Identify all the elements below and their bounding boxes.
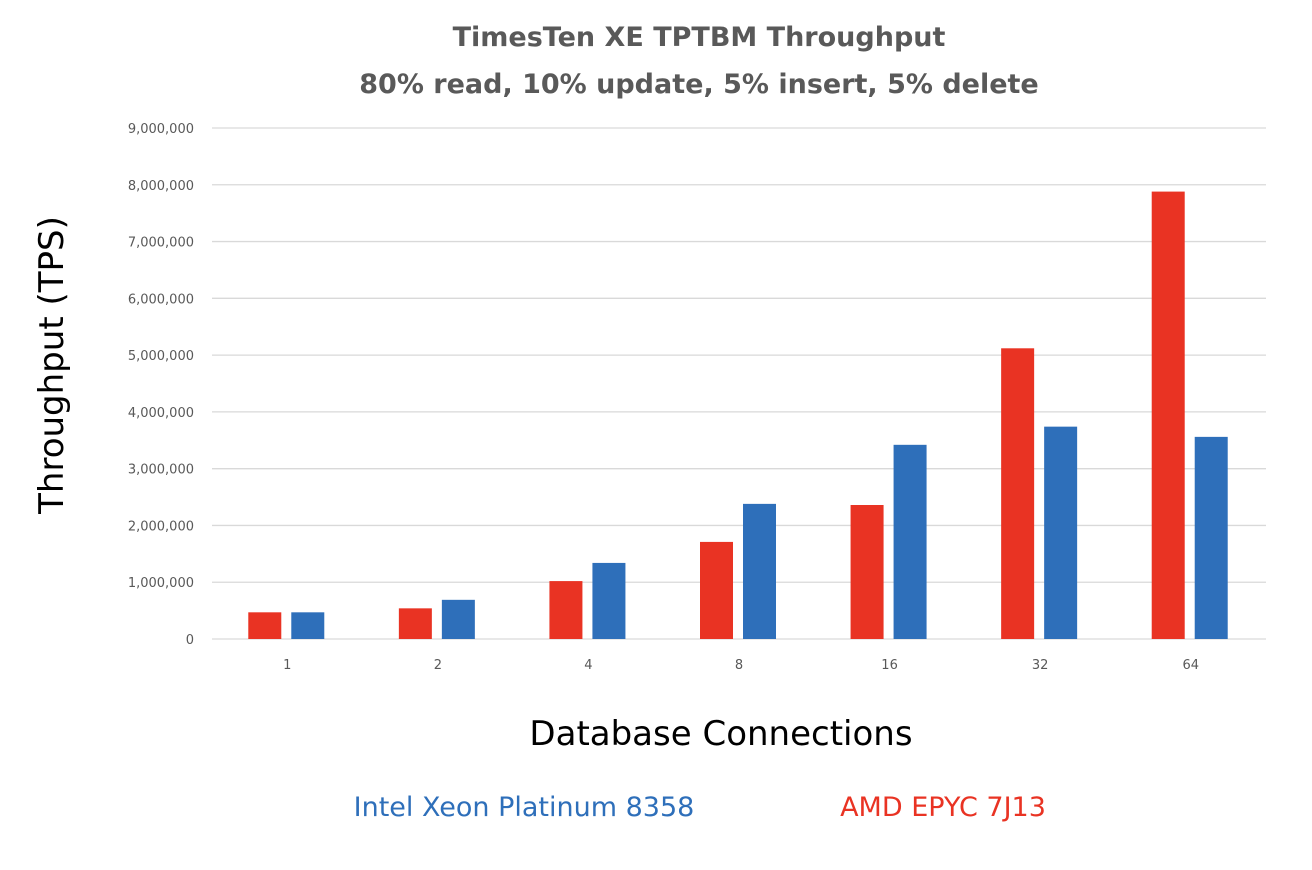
bar-amd-2	[398, 608, 432, 639]
y-tick-label: 9,000,000	[128, 122, 194, 137]
y-tick-label: 5,000,000	[128, 349, 194, 364]
bar-intel-4	[592, 562, 626, 639]
x-tick-label: 4	[584, 658, 592, 673]
y-tick-label: 0	[186, 633, 194, 648]
x-tick-label: 1	[283, 658, 291, 673]
x-tick-label: 2	[434, 658, 442, 673]
x-axis-label: Database Connections	[529, 714, 912, 754]
x-tick-label: 8	[735, 658, 743, 673]
y-axis-label: Throughput (TPS)	[32, 216, 72, 515]
y-tick-label: 2,000,000	[128, 519, 194, 534]
legend-entry: Intel Xeon Platinum 8358	[354, 792, 695, 823]
x-tick-label: 32	[1032, 658, 1049, 673]
chart-subtitle: 80% read, 10% update, 5% insert, 5% dele…	[359, 69, 1039, 100]
bar-intel-64	[1194, 436, 1228, 639]
y-tick-label: 6,000,000	[128, 292, 194, 307]
y-tick-label: 1,000,000	[128, 576, 194, 591]
x-tick-label: 16	[881, 658, 898, 673]
legend-entry: AMD EPYC 7J13	[840, 792, 1046, 823]
x-tick-label: 64	[1182, 658, 1199, 673]
bar-amd-64	[1151, 191, 1185, 639]
bar-intel-1	[291, 612, 325, 639]
bar-amd-8	[700, 541, 733, 639]
bar-amd-4	[549, 581, 583, 639]
bar-intel-32	[1044, 426, 1078, 639]
chart-title: TimesTen XE TPTBM Throughput	[453, 22, 946, 53]
y-tick-label: 3,000,000	[128, 463, 194, 478]
bar-intel-16	[893, 444, 927, 639]
bar-intel-2	[441, 599, 475, 639]
y-tick-label: 8,000,000	[128, 179, 194, 194]
bar-amd-32	[1001, 348, 1035, 639]
bar-amd-16	[850, 505, 884, 639]
bar-amd-1	[248, 612, 282, 639]
y-tick-label: 7,000,000	[128, 236, 194, 251]
bar-intel-8	[743, 503, 776, 639]
y-tick-label: 4,000,000	[128, 406, 194, 421]
